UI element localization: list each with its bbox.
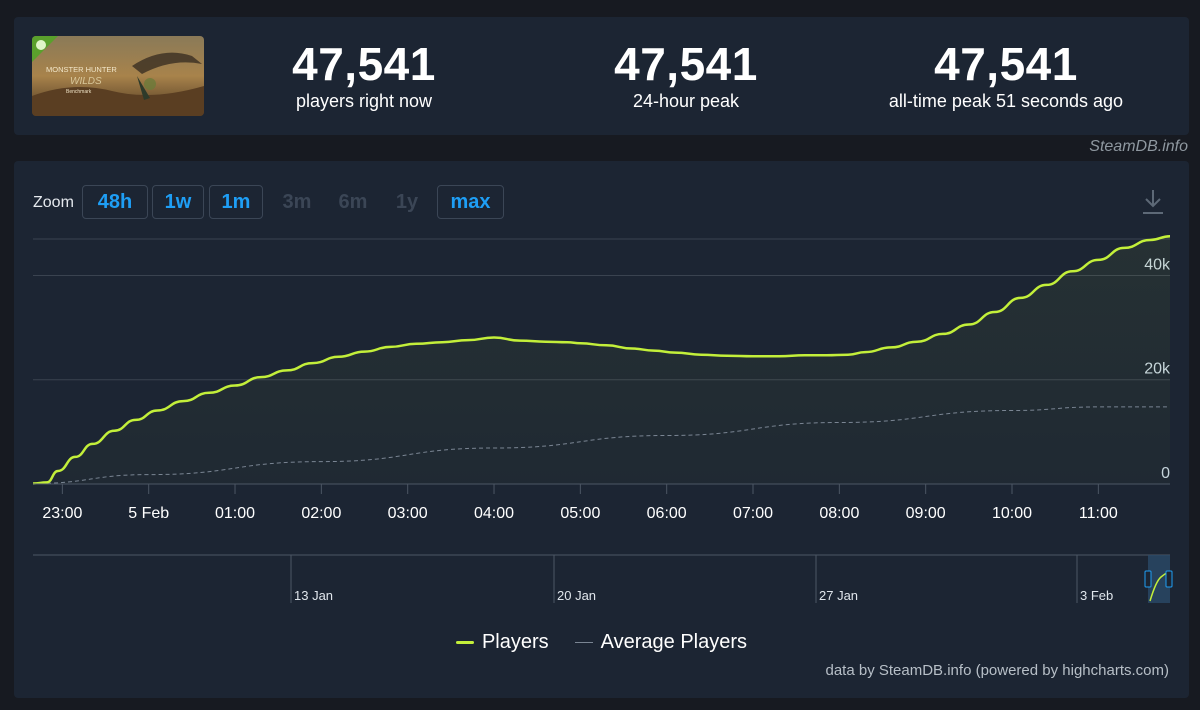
x-axis-ticks: 23:00 5 Feb 01:00 02:00 03:00 04:00 05:00 06:00… [42,484,1118,522]
steam-badge-icon [36,40,46,50]
x-tick-label: 09:00 [906,505,946,522]
x-tick-label: 02:00 [301,505,341,522]
zoom-1w-button[interactable]: 1w [152,185,204,219]
thumb-title-line3: Benchmark [66,89,92,95]
players-line [32,234,1171,485]
navigator-labels: 13 Jan 20 Jan 27 Jan 3 Feb [290,555,1113,603]
navigator-handle-left[interactable] [1144,570,1152,588]
navigator-label: 13 Jan [294,588,333,603]
navigator-label: 3 Feb [1080,588,1113,603]
navigator-label: 20 Jan [557,588,596,603]
legend-average-label: Average Players [600,630,748,653]
x-tick-label: 11:00 [1079,505,1118,522]
x-tick-label: 01:00 [215,505,255,522]
players-area [33,236,1170,484]
zoom-max-button[interactable]: max [437,185,504,219]
game-thumbnail[interactable]: MONSTER HUNTER WILDS Benchmark [32,36,204,116]
thumb-title-line2: WILDS [70,76,102,87]
zoom-48h-button[interactable]: 48h [82,185,148,219]
stats-panel: MONSTER HUNTER WILDS Benchmark 47,541 pl… [14,17,1189,135]
x-tick-label: 08:00 [819,505,859,522]
legend-players-swatch [455,640,474,644]
average-players-line [32,406,1170,484]
navigator-handle-right[interactable] [1165,570,1173,588]
navigator-label: 27 Jan [819,588,858,603]
chart-legend: Players Average Players [14,629,1189,655]
steamdb-credit-bottom[interactable]: data by SteamDB.info (powered by highcha… [825,662,1170,679]
thumb-title-line1: MONSTER HUNTER [46,65,117,74]
zoom-label: Zoom [33,194,74,211]
x-tick-label: 5 Feb [128,505,169,522]
legend-average[interactable]: Average Players [574,630,748,654]
alltime-peak-value: 47,541 [934,38,1078,90]
game-artwork: MONSTER HUNTER WILDS Benchmark [32,36,204,116]
zoom-1m-button[interactable]: 1m [209,185,263,219]
x-tick-label: 04:00 [474,505,514,522]
legend-players[interactable]: Players [455,630,549,654]
current-players-value: 47,541 [292,38,436,90]
navigator[interactable]: 13 Jan 20 Jan 27 Jan 3 Feb [33,554,1173,603]
x-tick-label: 23:00 [42,505,82,522]
player-chart: 020k40k 23:005 Feb01:0002:0003:0004:0005… [32,234,1173,603]
zoom-1y-button: 1y [395,190,419,213]
alltime-peak-label: all-time peak 51 seconds ago [888,91,1124,111]
stat-alltime-peak: 47,541 all-time peak 51 seconds ago [876,39,1136,112]
x-tick-label: 05:00 [560,505,600,522]
stat-current: 47,541 players right now [274,39,454,112]
current-players-label: players right now [295,91,433,111]
zoom-6m-button: 6m [338,190,368,213]
peak24-value: 47,541 [614,38,758,90]
x-tick-label: 03:00 [388,505,428,522]
stat-24h-peak: 47,541 24-hour peak [596,39,776,112]
legend-players-label: Players [481,630,549,653]
download-icon[interactable] [1141,188,1165,216]
chart-panel: Zoom 48h 1w 1m 3m 6m 1y max 020k40k 23:0… [14,161,1189,698]
x-tick-label: 06:00 [647,505,687,522]
x-tick-label: 07:00 [733,505,773,522]
zoom-3m-button: 3m [282,190,312,213]
steamdb-credit-top[interactable]: SteamDB.info [1089,138,1188,155]
x-tick-label: 10:00 [992,505,1032,522]
legend-average-swatch [574,641,593,643]
peak24-label: 24-hour peak [632,91,740,111]
